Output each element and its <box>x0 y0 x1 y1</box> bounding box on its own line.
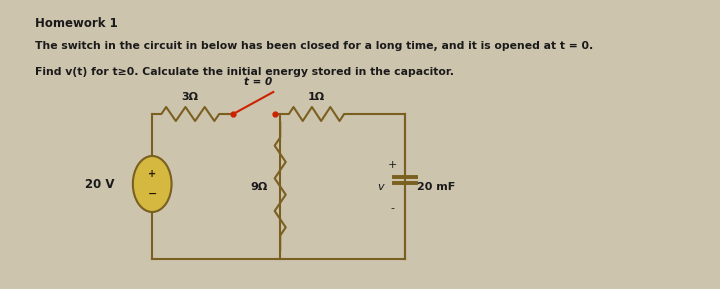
Text: −: − <box>148 189 157 199</box>
Text: t = 0: t = 0 <box>243 77 272 87</box>
Text: 1Ω: 1Ω <box>308 92 325 102</box>
Text: Homework 1: Homework 1 <box>35 17 117 30</box>
Text: 9Ω: 9Ω <box>251 181 268 192</box>
Text: +: + <box>387 160 397 170</box>
Text: 20 V: 20 V <box>85 177 114 190</box>
Text: The switch in the circuit in below has been closed for a long time, and it is op: The switch in the circuit in below has b… <box>35 41 593 51</box>
Text: v: v <box>377 181 384 192</box>
Text: Find v(t) for t≥0. Calculate the initial energy stored in the capacitor.: Find v(t) for t≥0. Calculate the initial… <box>35 67 454 77</box>
Text: +: + <box>148 169 156 179</box>
Text: 3Ω: 3Ω <box>181 92 199 102</box>
Text: -: - <box>390 203 395 214</box>
Circle shape <box>132 156 171 212</box>
Text: 20 mF: 20 mF <box>417 181 456 192</box>
